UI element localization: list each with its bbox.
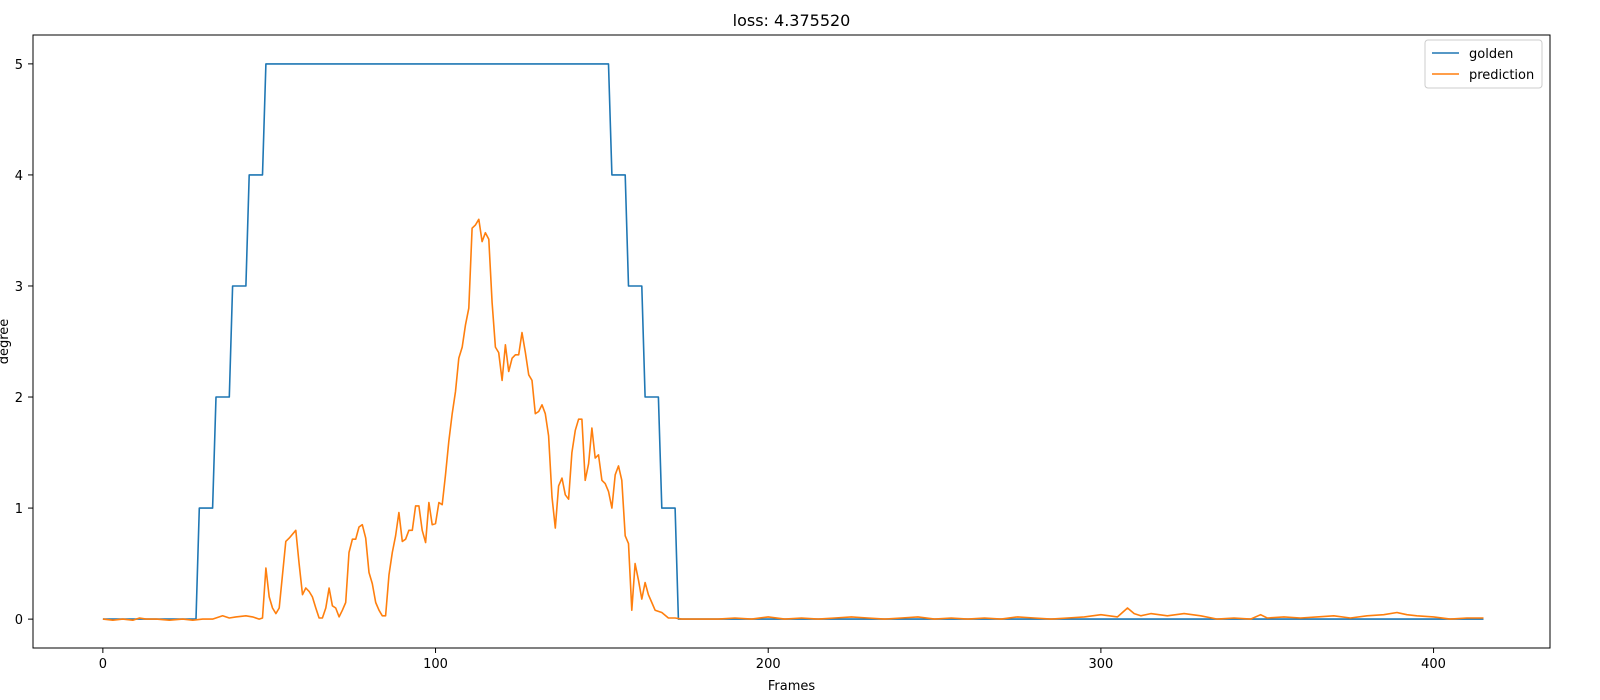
- y-tick-label: 3: [15, 280, 23, 295]
- x-tick-label: 100: [423, 657, 448, 672]
- x-axis-label: Frames: [768, 679, 816, 694]
- series-line-golden: [102, 63, 1484, 620]
- y-axis-label: degree: [0, 319, 12, 365]
- axes-frame: [32, 34, 1551, 649]
- series-line-prediction: [102, 218, 1484, 622]
- legend-box: [1424, 39, 1543, 89]
- x-tick-label: 200: [756, 657, 781, 672]
- chart-title: loss: 4.375520: [733, 11, 851, 30]
- y-tick-label: 5: [15, 58, 23, 73]
- x-tick-label: 300: [1088, 657, 1113, 672]
- legend: golden prediction: [1424, 39, 1543, 89]
- y-tick-label: 1: [15, 502, 23, 517]
- legend-label-golden: golden: [1469, 47, 1513, 62]
- y-tick-label: 4: [15, 169, 23, 184]
- axes-ticks: 0 100 200 300 400 0 1 2 3 4 5: [15, 58, 1446, 672]
- plot-lines: [102, 63, 1484, 622]
- x-tick-label: 400: [1421, 657, 1446, 672]
- legend-label-prediction: prediction: [1469, 68, 1534, 83]
- y-tick-label: 2: [15, 391, 23, 406]
- x-tick-label: 0: [99, 657, 107, 672]
- y-tick-label: 0: [15, 613, 23, 628]
